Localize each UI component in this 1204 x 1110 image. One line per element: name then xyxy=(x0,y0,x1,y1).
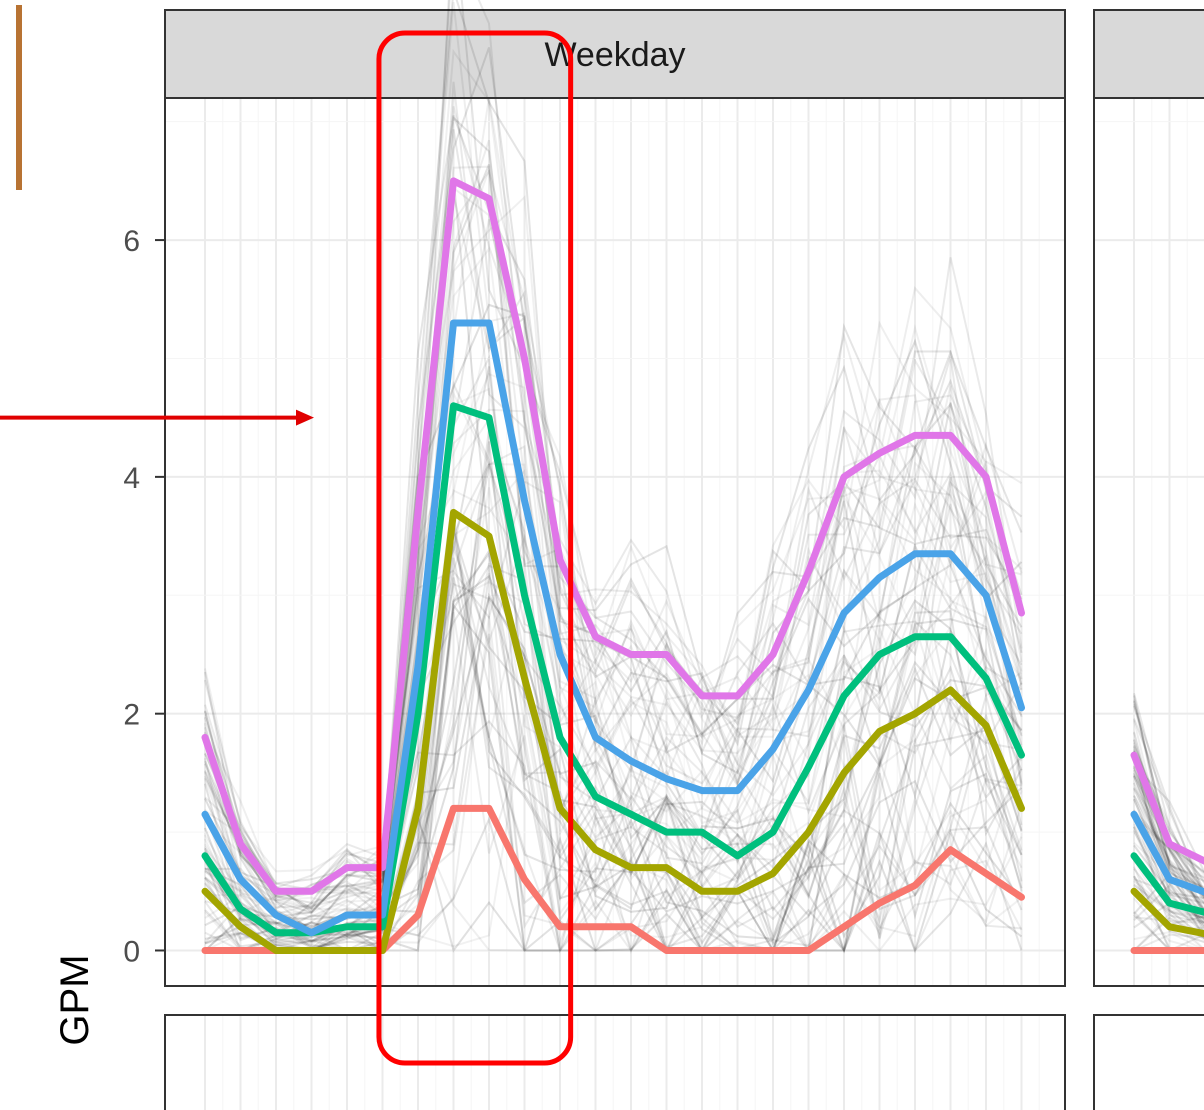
grid-lines-3 xyxy=(204,1015,1040,1110)
trace-line xyxy=(1133,746,1204,914)
trace-line xyxy=(1133,880,1204,920)
quantile-lines-2 xyxy=(1130,751,1204,954)
trace-line xyxy=(204,444,1023,925)
trace-line xyxy=(1133,705,1204,900)
panel-second xyxy=(1093,9,1204,987)
panel-border-2 xyxy=(1093,97,1204,987)
trace-line xyxy=(204,81,1023,898)
panel-border-3 xyxy=(164,1014,1066,1110)
y-axis-title: GPM xyxy=(53,954,97,1045)
trace-line xyxy=(1133,720,1204,879)
trace-line xyxy=(204,557,1023,942)
y-tick-label: 4 xyxy=(123,462,140,495)
trace-line xyxy=(1133,875,1204,944)
trace-line xyxy=(204,165,1023,916)
panel-border xyxy=(164,97,1066,987)
trace-line xyxy=(1133,788,1204,912)
series-line-3 xyxy=(201,402,1025,937)
accent-bar xyxy=(16,5,22,190)
trace-line xyxy=(1133,752,1204,919)
trace-line xyxy=(204,169,1023,915)
panel-border-4 xyxy=(1093,1014,1204,1110)
trace-line xyxy=(1133,755,1204,905)
trace-line xyxy=(204,115,1023,901)
quantile-lines xyxy=(201,177,1025,954)
trace-line xyxy=(204,106,1022,911)
series-line-panel2-5 xyxy=(1130,751,1204,865)
trace-line xyxy=(204,719,1023,953)
trace-line xyxy=(1133,809,1204,902)
panel-lower-right xyxy=(1093,1014,1204,1110)
y-tick-label: 6 xyxy=(123,225,140,258)
trace-line xyxy=(204,488,1023,938)
trace-line xyxy=(204,772,1023,953)
plot-background-4 xyxy=(1094,1015,1204,1110)
trace-line xyxy=(1133,745,1204,885)
trace-line xyxy=(1133,844,1204,899)
trace-line xyxy=(1133,772,1204,899)
trace-line xyxy=(1133,878,1204,934)
panel-weekday: Weekday xyxy=(164,0,1066,987)
series-line-4 xyxy=(201,319,1025,937)
trace-line xyxy=(204,195,1023,876)
trace-line xyxy=(1133,794,1204,892)
trace-line xyxy=(1133,885,1204,951)
trace-line xyxy=(204,533,1022,943)
y-tick-label: 2 xyxy=(123,699,140,732)
series-line-5 xyxy=(201,177,1025,895)
trace-line xyxy=(204,0,1023,904)
strip-background xyxy=(164,9,1066,99)
trace-line xyxy=(204,481,1023,934)
trace-line xyxy=(204,417,1023,930)
trace-line xyxy=(204,714,1023,955)
annotation-arrow xyxy=(0,409,314,426)
series-line-panel2-2 xyxy=(1130,887,1204,938)
trace-line xyxy=(1133,931,1204,952)
trace-line xyxy=(205,612,1023,952)
trace-line xyxy=(204,380,1023,925)
trace-line xyxy=(1133,813,1204,917)
trace-line xyxy=(1133,693,1204,893)
series-line-panel2-3 xyxy=(1130,852,1204,916)
trace-line xyxy=(204,515,1023,952)
plot-background-3 xyxy=(165,1015,1065,1110)
trace-line xyxy=(204,129,1023,895)
series-line-2 xyxy=(201,508,1025,954)
trace-line xyxy=(204,817,1023,953)
trace-line xyxy=(204,816,1023,953)
trace-line xyxy=(1133,868,1204,924)
y-tick-label: 0 xyxy=(123,935,140,968)
trace-line xyxy=(204,354,1022,939)
trace-line xyxy=(204,530,1023,954)
trace-line xyxy=(204,551,1023,954)
trace-line xyxy=(1133,782,1204,912)
trace-line xyxy=(1133,695,1204,883)
y-axis: 0 2 4 6 xyxy=(123,225,165,968)
trace-line xyxy=(204,1,1023,900)
trace-line xyxy=(204,97,1023,895)
trace-line xyxy=(1133,933,1204,952)
trace-line xyxy=(1133,883,1204,923)
trace-line xyxy=(204,602,1023,954)
trace-line xyxy=(204,0,1023,897)
panel-lower-left xyxy=(164,1014,1066,1110)
trace-line xyxy=(204,164,1023,918)
trace-line xyxy=(204,615,1023,952)
trace-line xyxy=(204,186,1023,910)
trace-line xyxy=(204,574,1023,953)
trace-line xyxy=(1133,830,1204,924)
trace-line xyxy=(204,48,1023,892)
strip-background-2 xyxy=(1093,9,1204,99)
trace-line xyxy=(1133,859,1204,951)
trace-line xyxy=(1133,718,1204,894)
trace-line xyxy=(204,303,1023,914)
trace-line xyxy=(1133,829,1204,919)
trace-line xyxy=(1133,883,1204,929)
series-line-panel2-4 xyxy=(1130,810,1204,896)
trace-line xyxy=(1133,916,1204,925)
arrow-head xyxy=(296,409,314,426)
highlight-box xyxy=(376,30,574,1066)
trace-line xyxy=(204,390,1023,925)
